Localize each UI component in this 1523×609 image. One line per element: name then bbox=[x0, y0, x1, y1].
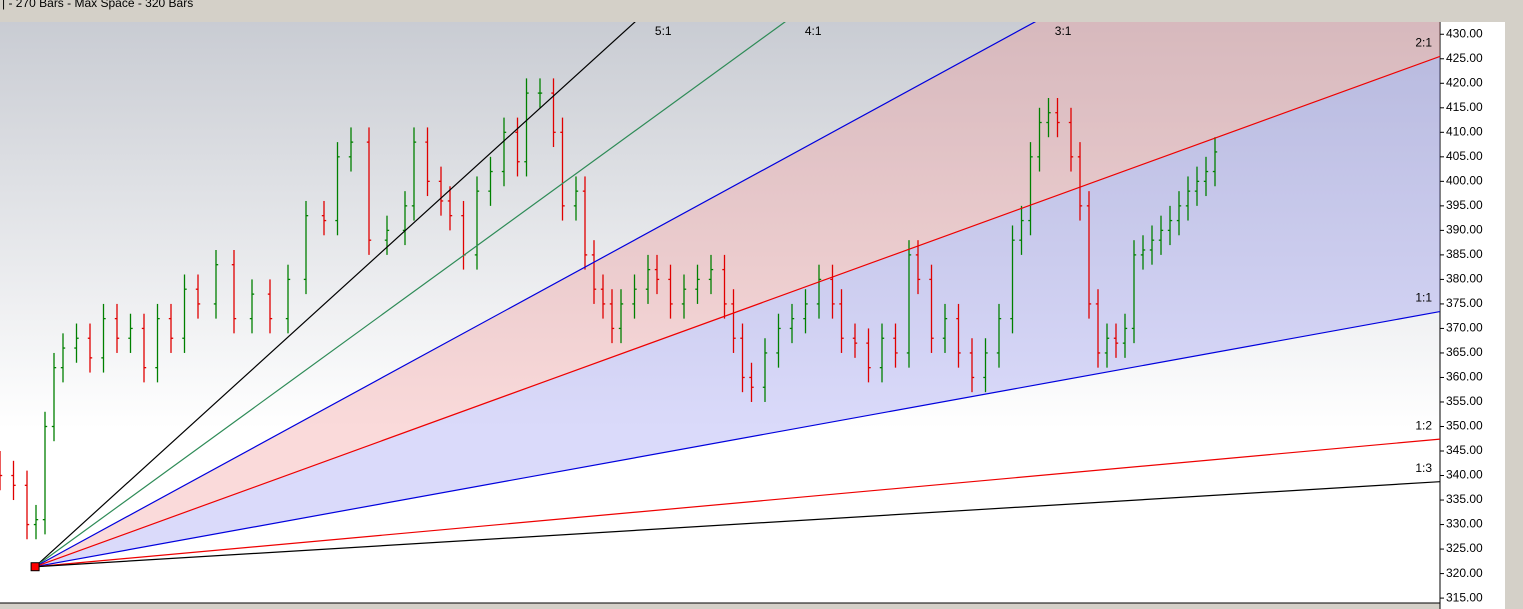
fan-line bbox=[34, 310, 1440, 568]
y-tick-label: 385.00 bbox=[1446, 247, 1483, 261]
y-tick-label: 365.00 bbox=[1446, 345, 1483, 359]
axis: 315.00 320.00 325.00 330.00 335.00 340.00 345.… bbox=[1440, 26, 1483, 604]
fan-origin bbox=[30, 562, 40, 572]
fan-label: 1:2 bbox=[1415, 418, 1432, 432]
fan-line bbox=[35, 481, 1440, 568]
y-tick-label: 430.00 bbox=[1446, 26, 1483, 40]
y-tick-label: 405.00 bbox=[1446, 149, 1483, 163]
price-axis bbox=[1440, 22, 1505, 609]
y-tick-label: 340.00 bbox=[1446, 468, 1483, 482]
y-tick-label: 410.00 bbox=[1446, 124, 1483, 138]
header-bar bbox=[0, 0, 1523, 22]
fan-line bbox=[34, 22, 1037, 568]
y-tick-label: 330.00 bbox=[1446, 517, 1483, 531]
header-text: | - 270 Bars - Max Space - 320 Bars bbox=[2, 0, 193, 10]
y-tick-label: 360.00 bbox=[1446, 370, 1483, 384]
y-tick-label: 390.00 bbox=[1446, 223, 1483, 237]
y-tick-label: 425.00 bbox=[1446, 51, 1483, 65]
y-tick-label: 375.00 bbox=[1446, 296, 1483, 310]
plot-area bbox=[0, 22, 1440, 603]
fan-label: 4:1 bbox=[805, 24, 822, 38]
y-tick-label: 420.00 bbox=[1446, 75, 1483, 89]
fan-label: 2:1 bbox=[1415, 36, 1432, 50]
y-tick-label: 400.00 bbox=[1446, 174, 1483, 188]
fan-label: 1:1 bbox=[1415, 291, 1432, 305]
y-tick-label: 345.00 bbox=[1446, 443, 1483, 457]
y-tick-label: 335.00 bbox=[1446, 492, 1483, 506]
y-tick-label: 350.00 bbox=[1446, 419, 1483, 433]
fan-line bbox=[34, 55, 1440, 568]
plot bbox=[0, 22, 1440, 568]
fan-line bbox=[34, 22, 786, 568]
scrollbar[interactable] bbox=[1505, 0, 1523, 609]
y-tick-label: 325.00 bbox=[1446, 541, 1483, 555]
y-tick-label: 370.00 bbox=[1446, 321, 1483, 335]
fan-line bbox=[35, 438, 1440, 568]
fan-fill bbox=[35, 22, 1440, 567]
y-tick-label: 320.00 bbox=[1446, 566, 1483, 580]
fan-label: 3:1 bbox=[1055, 24, 1072, 38]
fan-label: 1:3 bbox=[1415, 461, 1432, 475]
y-tick-label: 355.00 bbox=[1446, 394, 1483, 408]
y-tick-label: 395.00 bbox=[1446, 198, 1483, 212]
fan-label: 5:1 bbox=[655, 24, 672, 38]
y-tick-label: 380.00 bbox=[1446, 272, 1483, 286]
y-tick-label: 415.00 bbox=[1446, 100, 1483, 114]
y-tick-label: 315.00 bbox=[1446, 590, 1483, 604]
fan-line bbox=[34, 22, 636, 568]
